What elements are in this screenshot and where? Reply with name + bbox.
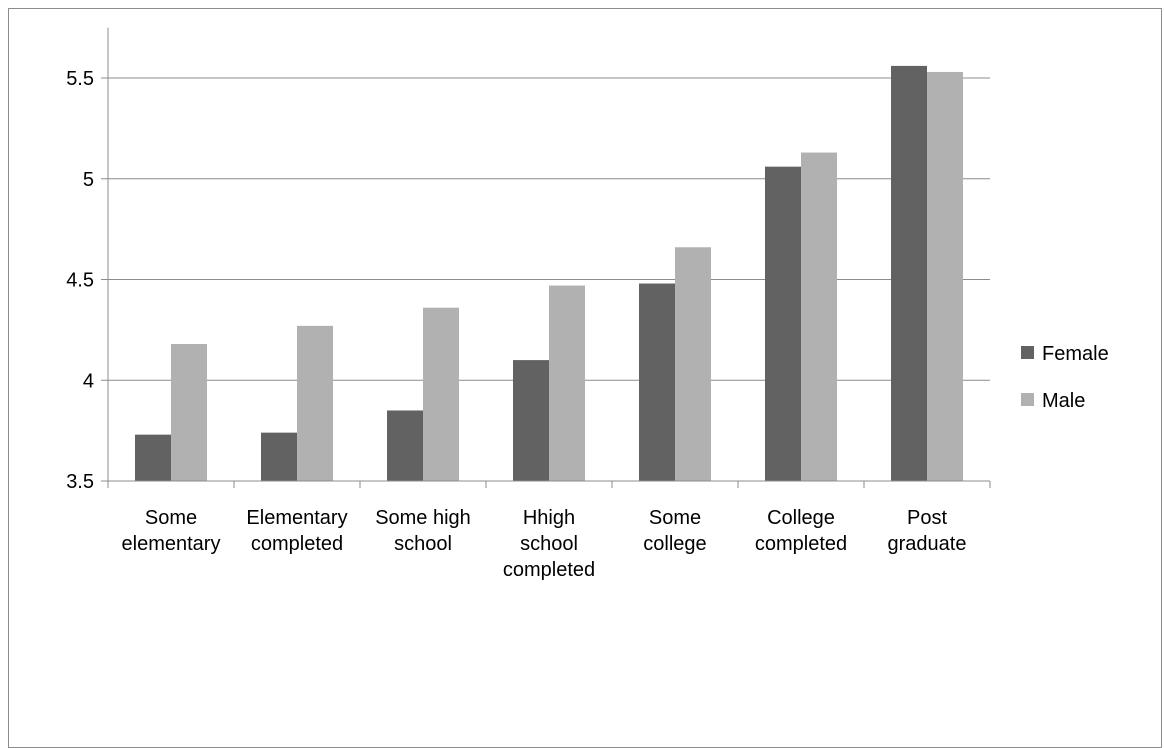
x-category-label-line: school <box>520 533 578 555</box>
x-category-label-line: college <box>643 533 706 555</box>
bar-male <box>801 152 837 481</box>
x-category-label: Post graduate <box>888 507 967 555</box>
bars <box>135 65 963 481</box>
x-category-label: Some high school <box>375 507 471 555</box>
bar-male <box>549 285 585 481</box>
axes <box>107 27 991 488</box>
x-category-label: College completed <box>755 507 847 555</box>
x-category-label-line: Post <box>907 507 947 529</box>
x-category-label-line: Elementary <box>246 507 347 529</box>
x-category-label-line: College <box>767 507 835 529</box>
x-category-label-line: graduate <box>888 533 967 555</box>
bar-female <box>513 360 549 481</box>
bar-male <box>171 343 207 481</box>
x-axis-labels: Some elementary Elementary completed Some hi… <box>122 507 967 581</box>
legend-swatch-male <box>1021 393 1034 406</box>
bar-male <box>423 307 459 481</box>
x-category-label-line: Some high <box>375 507 471 529</box>
bar-female <box>387 410 423 481</box>
x-category-label-line: school <box>394 533 452 555</box>
y-axis-ticks: 3.5 4 4.5 5 5.5 <box>66 68 94 493</box>
bar-female <box>135 434 171 481</box>
x-category-label-line: elementary <box>122 533 221 555</box>
bar-male <box>297 325 333 481</box>
bar-male <box>675 247 711 481</box>
x-category-label-line: completed <box>755 533 847 555</box>
legend-label-male: Male <box>1042 390 1085 412</box>
x-category-label: Hhigh school completed <box>503 507 595 581</box>
y-tick-label: 4.5 <box>66 270 94 292</box>
bar-female <box>765 166 801 481</box>
x-category-label: Some elementary <box>122 507 221 555</box>
legend-swatch-female <box>1021 346 1034 359</box>
x-category-label-line: Hhigh <box>523 507 575 529</box>
x-category-label: Some college <box>643 507 706 555</box>
y-tick-label: 5 <box>83 169 94 191</box>
bar-male <box>927 71 963 481</box>
y-tick-label: 4 <box>83 370 94 392</box>
x-category-label: Elementary completed <box>246 507 347 555</box>
bar-female <box>891 65 927 481</box>
y-tick-label: 3.5 <box>66 471 94 493</box>
x-category-label-line: completed <box>251 533 343 555</box>
legend: Female Male <box>1021 343 1109 412</box>
x-category-label-line: Some <box>145 507 197 529</box>
x-category-label-line: Some <box>649 507 701 529</box>
bar-female <box>639 283 675 481</box>
bar-female <box>261 432 297 481</box>
x-category-label-line: completed <box>503 559 595 581</box>
y-tick-label: 5.5 <box>66 68 94 90</box>
legend-label-female: Female <box>1042 343 1109 365</box>
